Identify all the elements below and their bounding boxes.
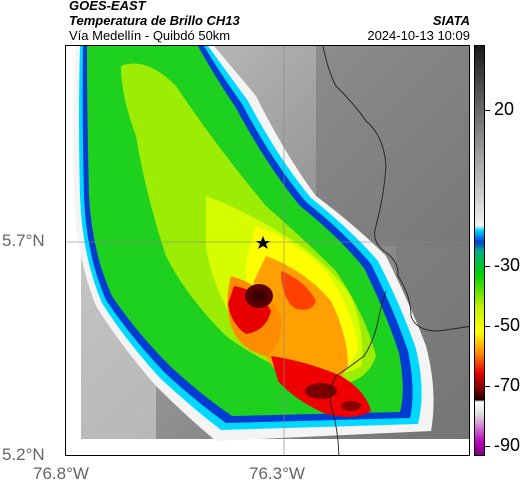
colorbar-tick [485,266,490,267]
colorbar-label-minus70: -70 [494,375,521,395]
colorbar-tick [485,110,490,111]
colorbar-tick [485,446,490,447]
region-subtitle: Vía Medellín - Quibdó 50km [69,28,231,43]
organization-label: SIATA [432,13,470,28]
no-data-strip [66,439,469,455]
lon-tick-label-76.3: 76.3°W [249,464,305,483]
colorbar-label-20: 20 [494,99,515,119]
map-plot [65,45,470,456]
product-title: Temperatura de Brillo CH13 [69,13,240,28]
lon-tick-label-76.8: 76.8°W [33,464,89,483]
boundaries [322,46,469,455]
cloud-shield [73,46,434,441]
datetime-label: 2024-10-13 10:09 [367,28,470,43]
colorbar-label-minus90: -90 [494,435,521,455]
lat-tick-label-5.7: 5.7°N [2,231,45,250]
satellite-title: GOES-EAST [69,0,146,13]
brightness-temperature-map [66,46,469,455]
location-star-icon [256,236,270,249]
colorbar-tick [485,386,490,387]
lat-tick-label-5.2: 5.2°N [2,445,45,464]
colorbar-label-minus50: -50 [494,315,521,335]
colorbar-label-minus30: -30 [494,255,521,275]
colorbar-tick [485,326,490,327]
colorbar [474,45,485,456]
